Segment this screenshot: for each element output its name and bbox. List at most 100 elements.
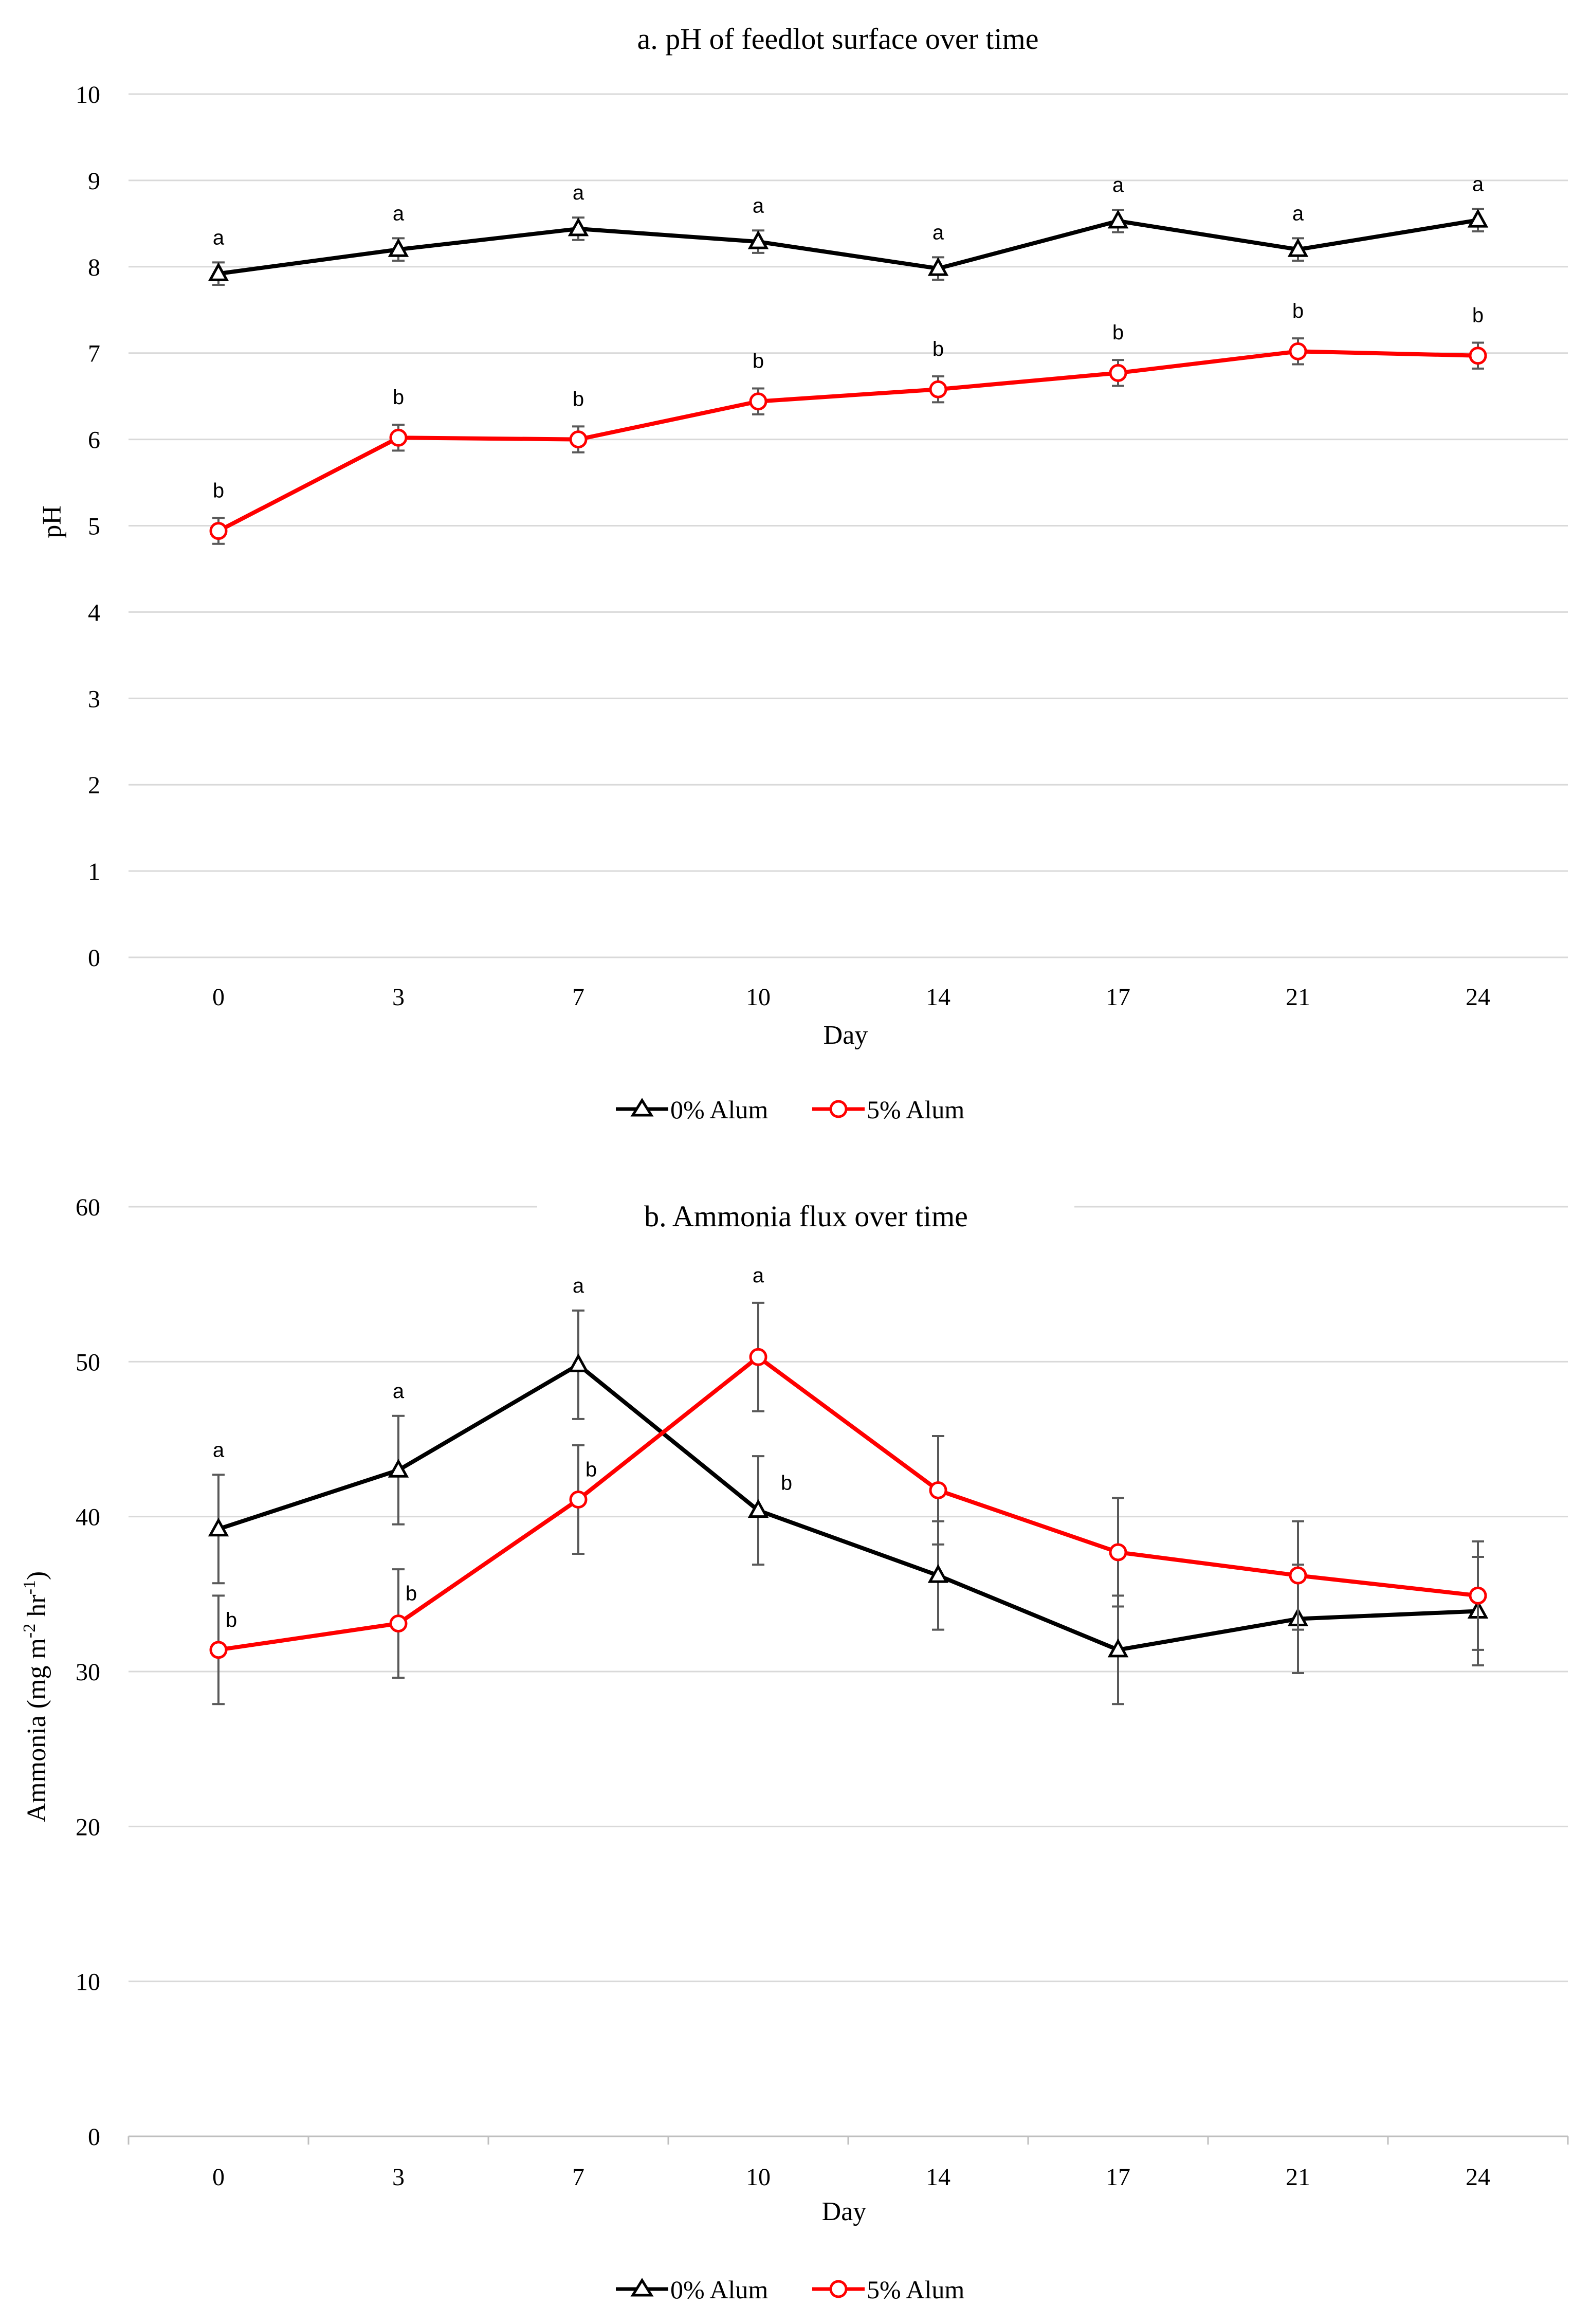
chart-b-point-alum5 [929, 1481, 947, 1499]
chart-a-significance-label-alum0: a [1112, 174, 1124, 196]
chart-a-y-axis-label: pH [38, 505, 67, 538]
chart-a-x-axis-label: Day [824, 1021, 868, 1050]
chart-b-legend: 0% Alum 5% Alum [616, 2275, 964, 2304]
chart-a-y-tick-label: 8 [88, 254, 100, 281]
chart-a-y-tick-label: 10 [76, 81, 100, 108]
chart-a-point-alum5 [569, 430, 588, 449]
chart-b-x-tick-labels: 0 3 7 10 14 17 21 24 [212, 2164, 1490, 2191]
chart-a-y-tick-label: 9 [88, 168, 100, 195]
chart-a-y-tick-label: 2 [88, 772, 100, 799]
chart-a-point-alum0 [1287, 238, 1309, 257]
chart-a-y-tick-label: 7 [88, 340, 100, 368]
chart-b-significance-label-alum0: a [573, 1275, 584, 1297]
chart-a-legend-item-alum0: 0% Alum [616, 1095, 768, 1124]
chart-a-significance-label-alum0: a [932, 221, 944, 244]
chart-b-x-tick-label: 24 [1466, 2164, 1490, 2191]
chart-b-ammonia: b. Ammonia flux over time 0102030405060 … [20, 1188, 1569, 2304]
chart-a-point-alum0 [388, 238, 409, 257]
chart-b-y-axis-label-sup1: -2 [20, 1624, 39, 1638]
chart-a-significance-label-alum5: b [1472, 304, 1484, 327]
chart-b-x-tick-label: 0 [212, 2164, 225, 2191]
chart-b-x-tick-label: 3 [392, 2164, 405, 2191]
chart-b-x-tick-label: 17 [1106, 2164, 1130, 2191]
chart-a-legend-label-alum0: 0% Alum [670, 1095, 768, 1124]
chart-a-y-tick-label: 5 [88, 513, 100, 540]
chart-a-y-tick-label: 3 [88, 685, 100, 713]
chart-a-legend-label-alum5: 5% Alum [867, 1095, 964, 1124]
chart-a-legend-item-alum5: 5% Alum [812, 1095, 964, 1124]
chart-b-y-tick-label: 40 [76, 1504, 100, 1531]
chart-b-point-alum0 [568, 1353, 589, 1372]
chart-b-legend-triangle-icon [630, 2278, 654, 2297]
chart-b-title-background [537, 1188, 1074, 1237]
chart-b-y-tick-label: 0 [88, 2123, 100, 2151]
chart-b-significance-label-alum0: b [781, 1472, 792, 1495]
chart-b-significance-label-alum5: b [406, 1583, 417, 1605]
chart-a-point-alum0 [1467, 208, 1489, 228]
chart-a-y-tick-label: 0 [88, 945, 100, 972]
chart-a-point-alum5 [209, 522, 228, 540]
chart-a-legend: 0% Alum 5% Alum [616, 1095, 964, 1124]
chart-b-gridlines [129, 1206, 1568, 1983]
chart-b-y-axis-label-main: Ammonia (mg m [22, 1638, 51, 1822]
chart-b-x-tick-label: 10 [746, 2164, 771, 2191]
chart-a-point-alum0 [927, 257, 949, 276]
chart-b-legend-circle-icon [829, 2280, 848, 2298]
chart-a-legend-circle-icon [829, 1100, 848, 1118]
chart-b-point-alum5 [389, 1614, 408, 1633]
chart-b-significance-label-alum0: a [213, 1439, 225, 1461]
chart-a-significance-label-alum0: a [573, 181, 584, 204]
chart-b-point-alum0 [747, 1499, 769, 1518]
chart-b-x-axis [127, 2135, 1569, 2145]
chart-a-title: a. pH of feedlot surface over time [637, 22, 1038, 56]
chart-b-point-alum5 [209, 1641, 228, 1659]
chart-a-series: a a a a a a a a b b b b b b b b [208, 173, 1489, 545]
chart-b-y-tick-label: 50 [76, 1349, 100, 1376]
chart-a-y-tick-label: 4 [88, 599, 100, 626]
chart-a-x-tick-labels: 0 3 7 10 14 17 21 24 [212, 984, 1490, 1011]
chart-a-significance-label-alum5: b [753, 350, 764, 373]
chart-a-significance-label-alum0: a [1472, 173, 1484, 195]
chart-a-legend-triangle-icon [630, 1098, 654, 1117]
chart-a-point-alum0 [1107, 209, 1129, 229]
chart-b-y-axis-label-sup2: -1 [20, 1580, 39, 1594]
chart-b-y-axis-label-mid: hr [22, 1594, 51, 1623]
chart-b-legend-item-alum5: 5% Alum [812, 2275, 964, 2304]
chart-a-x-tick-label: 14 [926, 984, 950, 1011]
chart-b-legend-item-alum0: 0% Alum [616, 2275, 768, 2304]
chart-b-x-axis-label: Day [822, 2197, 867, 2226]
chart-a-gridlines [129, 93, 1568, 958]
chart-a-x-tick-label: 7 [572, 984, 584, 1011]
chart-a-point-alum5 [1109, 364, 1127, 382]
chart-b-significance-label-alum5: b [586, 1459, 597, 1481]
chart-a-significance-label-alum5: b [1292, 300, 1304, 322]
chart-a-significance-label-alum0: a [213, 226, 225, 249]
chart-b-point-alum0 [1107, 1638, 1129, 1658]
chart-b-significance-label-alum5: a [753, 1264, 764, 1287]
chart-a-series-line-alum0 [218, 218, 1478, 276]
chart-b-legend-label-alum5: 5% Alum [867, 2275, 964, 2304]
chart-a-point-alum0 [208, 262, 229, 281]
chart-b-legend-label-alum0: 0% Alum [670, 2275, 768, 2304]
chart-b-series-line-alum5 [218, 1355, 1478, 1652]
chart-a-significance-label-alum0: a [753, 194, 764, 217]
chart-b-point-alum5 [749, 1348, 767, 1366]
chart-b-significance-label-alum0: a [393, 1380, 405, 1403]
chart-b-point-alum5 [1109, 1543, 1127, 1562]
chart-a-significance-label-alum5: b [1112, 321, 1124, 344]
chart-b-point-alum0 [927, 1564, 949, 1583]
chart-a-x-tick-label: 0 [212, 984, 225, 1011]
chart-a-point-alum5 [929, 380, 947, 398]
chart-a-point-alum0 [747, 230, 769, 249]
chart-b-y-axis-label-end: ) [22, 1571, 51, 1580]
chart-b-y-axis-label: Ammonia (mg m-2 hr-1) [20, 1571, 51, 1823]
chart-a-point-alum5 [1289, 342, 1307, 360]
chart-a-x-tick-label: 24 [1466, 984, 1490, 1011]
chart-b-y-tick-label: 10 [76, 1969, 100, 1996]
chart-b-series-line-alum0 [217, 1363, 1478, 1652]
chart-b-title: b. Ammonia flux over time [644, 1200, 968, 1233]
chart-a-ph: a. pH of feedlot surface over time 0 1 2 3 4… [38, 22, 1568, 1124]
chart-a-y-tick-label: 6 [88, 427, 100, 454]
chart-b-y-tick-label: 20 [76, 1813, 100, 1841]
